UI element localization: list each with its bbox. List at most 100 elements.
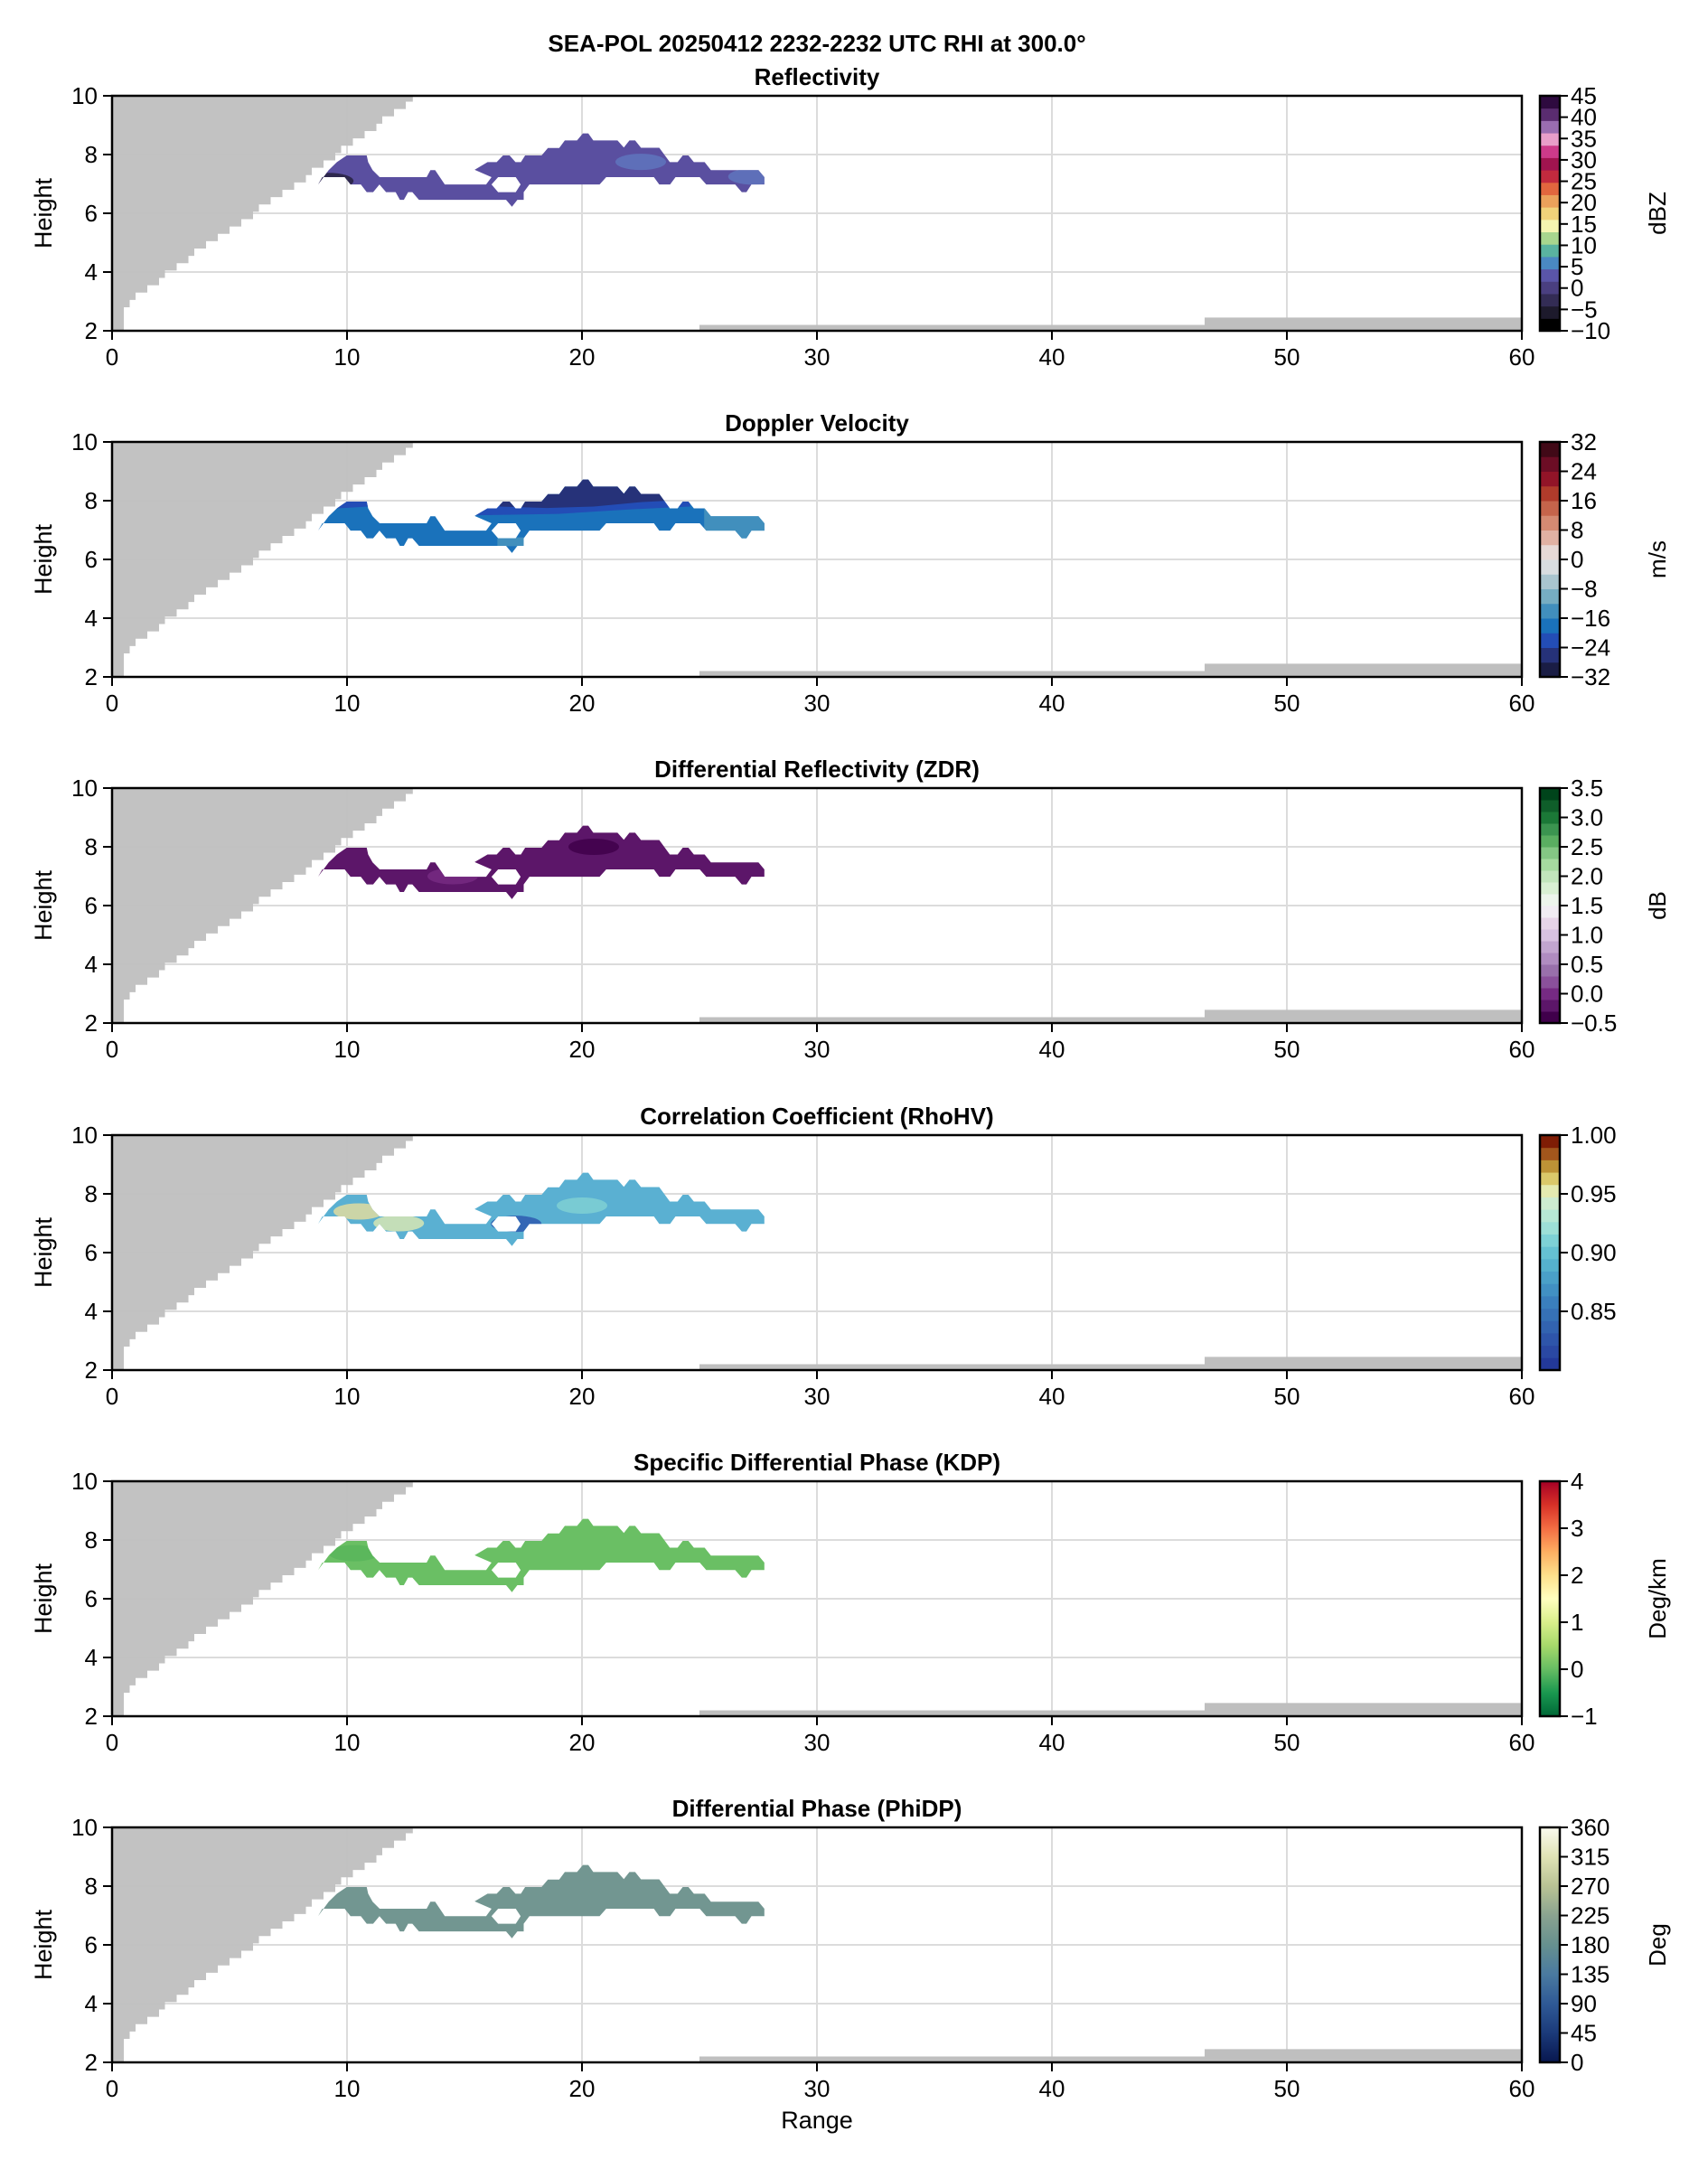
echo-region	[318, 133, 765, 207]
panel-6: Differential Phase (PhiDP)0 10 20 30 40 50 602…	[30, 1795, 1671, 2102]
colorbar-tick-label: 10	[1571, 231, 1597, 258]
colorbar-segment	[1540, 1147, 1560, 1160]
panel-title: Specific Differential Phase (KDP)	[633, 1449, 1000, 1476]
y-tick-label: 6	[85, 1585, 98, 1612]
colorbar-segment	[1540, 1357, 1560, 1371]
echo-detail	[328, 1545, 380, 1562]
colorbar-segment	[1540, 559, 1560, 575]
beam-blockage-far	[699, 2049, 1522, 2062]
colorbar-segment	[1540, 964, 1560, 977]
y-tick-label: 10	[71, 1468, 98, 1495]
colorbar-segment	[1540, 859, 1560, 871]
colorbar-tick-label: 0.95	[1571, 1180, 1617, 1207]
colorbar-tick-label: 8	[1571, 517, 1583, 544]
x-tick-label: 10	[334, 1729, 361, 1756]
colorbar-segment	[1540, 120, 1560, 134]
echo-accent	[557, 1197, 607, 1214]
colorbar-tick-label: 1.0	[1571, 922, 1603, 949]
echo-accent	[333, 1203, 384, 1220]
y-tick-label: 2	[85, 2049, 98, 2076]
colorbar-segment	[1540, 906, 1560, 918]
colorbar-segment	[1540, 1197, 1560, 1210]
y-tick-label: 2	[85, 663, 98, 690]
colorbar-tick-label: 1.5	[1571, 892, 1603, 919]
colorbar-segment	[1540, 305, 1560, 319]
colorbar-segment	[1540, 1246, 1560, 1260]
x-tick-label: 40	[1039, 690, 1065, 717]
colorbar-tick-label: 2.5	[1571, 833, 1603, 860]
y-tick-label: 6	[85, 1931, 98, 1958]
colorbar-tick-label: 135	[1571, 1961, 1609, 1988]
echo-region	[318, 825, 765, 899]
y-tick-label: 4	[85, 1644, 98, 1671]
y-tick-label: 4	[85, 1990, 98, 2017]
colorbar-segment	[1540, 976, 1560, 989]
y-tick-label: 8	[85, 1873, 98, 1900]
colorbar-segment	[1540, 108, 1560, 121]
echo-region	[318, 1172, 765, 1246]
data-layer	[112, 96, 1522, 331]
echo-accent	[328, 1545, 380, 1562]
colorbar-segment	[1540, 1258, 1560, 1272]
data-layer	[112, 1481, 1522, 1716]
colorbar-segment	[1540, 194, 1560, 208]
colorbar-tick-label: −1	[1571, 1703, 1598, 1730]
colorbar-segment	[1540, 145, 1560, 158]
colorbar-segment	[1540, 1135, 1560, 1149]
beam-blockage-near	[112, 1827, 413, 2062]
y-axis-label: Height	[30, 1216, 57, 1288]
x-tick-label: 60	[1509, 1036, 1535, 1063]
colorbar-tick-label: −24	[1571, 634, 1610, 662]
colorbar-segment	[1540, 1308, 1560, 1321]
colorbar-segment	[1540, 847, 1560, 859]
beam-blockage-far	[699, 1357, 1522, 1370]
x-tick-label: 10	[334, 343, 361, 371]
colorbar-segment	[1540, 588, 1560, 605]
colorbar-segment	[1540, 1283, 1560, 1297]
y-tick-label: 4	[85, 1298, 98, 1325]
x-tick-label: 20	[569, 690, 596, 717]
colorbar-segment	[1540, 1345, 1560, 1358]
colorbar-tick-label: 2.0	[1571, 863, 1603, 890]
echo-accent	[615, 154, 666, 171]
x-tick-label: 30	[804, 690, 831, 717]
y-tick-label: 8	[85, 833, 98, 860]
panel-title: Doppler Velocity	[725, 409, 909, 437]
colorbar-tick-label: −32	[1571, 663, 1610, 690]
colorbar-segment	[1540, 318, 1560, 332]
echo-band-low-patch	[497, 537, 526, 547]
x-tick-label: 0	[106, 1383, 118, 1410]
panel-3: Differential Reflectivity (ZDR)0 10 20 30 40…	[30, 756, 1671, 1063]
colorbar-tick-label: 0	[1571, 1656, 1583, 1683]
y-tick-label: 10	[71, 1122, 98, 1149]
x-tick-label: 40	[1039, 1036, 1065, 1063]
colorbar-tick-label: −16	[1571, 605, 1610, 632]
colorbar-segment	[1540, 800, 1560, 812]
colorbar-segment	[1540, 988, 1560, 1000]
y-tick-label: 2	[85, 1357, 98, 1384]
y-axis-label: Height	[30, 1563, 57, 1634]
colorbar-segment	[1540, 882, 1560, 895]
colorbar-segment	[1540, 456, 1560, 472]
echo-accent	[727, 168, 765, 185]
echo-accent	[568, 839, 619, 855]
x-tick-label: 50	[1274, 2075, 1300, 2102]
y-tick-label: 8	[85, 1180, 98, 1207]
colorbar-segment	[1540, 1209, 1560, 1223]
colorbar-tick-label: 3.5	[1571, 775, 1603, 802]
colorbar-segment	[1540, 1271, 1560, 1284]
echo-region	[318, 1864, 765, 1939]
x-tick-label: 20	[569, 1383, 596, 1410]
colorbar-segment	[1540, 182, 1560, 195]
x-tick-label: 0	[106, 690, 118, 717]
y-tick-label: 2	[85, 1009, 98, 1037]
y-tick-label: 10	[71, 428, 98, 455]
colorbar-tick-label: 0.90	[1571, 1239, 1617, 1266]
colorbar-segment	[1540, 1160, 1560, 1173]
colorbar-tick-label: −5	[1571, 296, 1598, 323]
x-tick-label: 40	[1039, 2075, 1065, 2102]
colorbar-segment	[1540, 1295, 1560, 1310]
